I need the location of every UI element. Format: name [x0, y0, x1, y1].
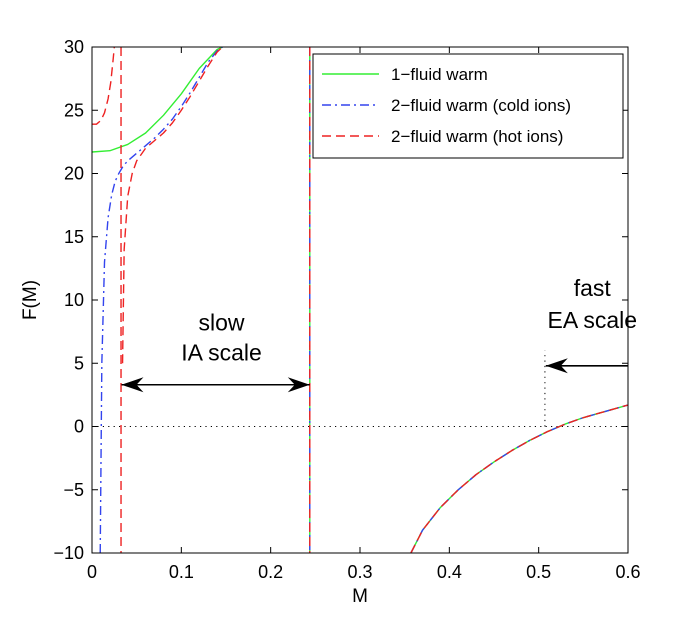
y-axis-label: F(M) — [20, 280, 41, 320]
slow-annotation-line-1: slow — [199, 309, 245, 335]
x-axis-ticks: 0 0.1 0.2 0.3 0.4 0.5 0.6 — [87, 47, 641, 582]
fast-arrow-head — [545, 358, 568, 374]
slow-annotation: slow IA scale — [181, 309, 262, 365]
legend-box — [312, 53, 624, 159]
y-tick-label: 25 — [64, 100, 84, 120]
x-tick-label: 0 — [87, 562, 97, 582]
series-3-branch-3 — [121, 47, 223, 364]
reference-lines — [92, 350, 628, 427]
fast-annotation: fast EA scale — [548, 275, 638, 333]
x-tick-label: 0.3 — [347, 562, 372, 582]
x-tick-label: 0.5 — [526, 562, 551, 582]
slow-arrow-head — [287, 377, 310, 393]
x-tick-label: 0.2 — [258, 562, 283, 582]
fast-annotation-line-2: EA scale — [548, 307, 638, 333]
x-tick-label: 0.6 — [615, 562, 640, 582]
x-tick-label: 0.1 — [169, 562, 194, 582]
slow-arrow — [121, 377, 310, 393]
legend-entry-1: 1−fluid warm — [391, 65, 488, 84]
y-tick-label: 5 — [74, 353, 84, 373]
series-1-branch-1 — [92, 47, 223, 153]
legend: 1−fluid warm 2−fluid warm (cold ions) 2−fl… — [312, 53, 624, 159]
y-tick-label: 20 — [64, 164, 84, 184]
series-group — [92, 47, 628, 553]
x-tick-label: 0.4 — [437, 562, 462, 582]
plot-layer: 0 0.1 0.2 0.3 0.4 0.5 0.6 −10 −5 0 5 10 15 20 25 30 M F(M… — [20, 37, 641, 607]
y-axis-ticks: −10 −5 0 5 10 15 20 25 30 — [53, 37, 628, 563]
y-tick-label: 30 — [64, 37, 84, 57]
y-tick-label: 0 — [74, 417, 84, 437]
series-3 — [92, 47, 628, 553]
y-tick-label: 10 — [64, 290, 84, 310]
x-axis-label: M — [352, 586, 368, 607]
y-tick-label: −5 — [63, 480, 84, 500]
fast-arrow — [545, 358, 628, 374]
legend-entry-3: 2−fluid warm (hot ions) — [391, 127, 563, 146]
y-tick-label: 15 — [64, 227, 84, 247]
slow-arrow-tail-head — [121, 377, 144, 393]
series-3-branch-1 — [92, 47, 116, 125]
slow-annotation-line-2: IA scale — [181, 340, 262, 366]
fast-annotation-line-1: fast — [574, 275, 612, 301]
y-tick-label: −10 — [53, 543, 84, 563]
series-3-branch-5 — [410, 404, 628, 553]
legend-entry-2: 2−fluid warm (cold ions) — [391, 96, 571, 115]
